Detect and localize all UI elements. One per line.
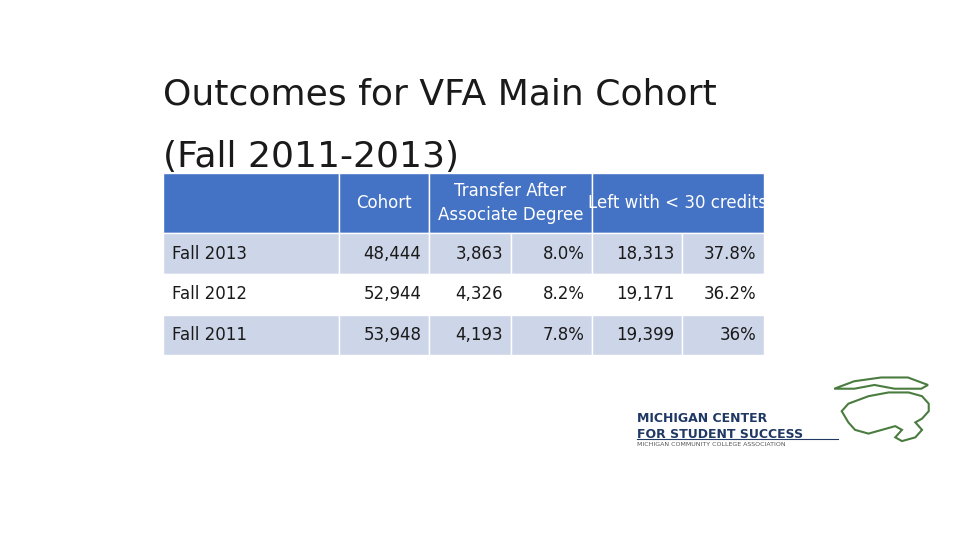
Text: Transfer After
Associate Degree: Transfer After Associate Degree — [438, 183, 584, 224]
Bar — [163, 274, 340, 315]
Bar — [163, 233, 340, 274]
Text: Fall 2013: Fall 2013 — [172, 245, 247, 262]
Text: 19,399: 19,399 — [616, 326, 674, 344]
Bar — [511, 315, 592, 355]
Bar — [511, 274, 592, 315]
Text: 53,948: 53,948 — [363, 326, 421, 344]
Bar — [163, 315, 340, 355]
Text: 19,171: 19,171 — [616, 285, 674, 303]
Text: 7.8%: 7.8% — [543, 326, 585, 344]
Bar — [429, 274, 511, 315]
Text: Left with < 30 credits: Left with < 30 credits — [588, 194, 767, 212]
Text: 52,944: 52,944 — [363, 285, 421, 303]
Text: 48,444: 48,444 — [364, 245, 421, 262]
Bar — [592, 233, 682, 274]
Bar — [592, 315, 682, 355]
Text: Cohort: Cohort — [356, 194, 412, 212]
Text: MICHIGAN CENTER
FOR STUDENT SUCCESS: MICHIGAN CENTER FOR STUDENT SUCCESS — [637, 412, 804, 441]
Bar — [340, 274, 429, 315]
Text: Fall 2012: Fall 2012 — [172, 285, 247, 303]
Text: 4,326: 4,326 — [456, 285, 503, 303]
Text: 8.2%: 8.2% — [543, 285, 585, 303]
Text: 36.2%: 36.2% — [704, 285, 756, 303]
Bar — [592, 274, 682, 315]
Bar — [682, 315, 763, 355]
Text: 18,313: 18,313 — [616, 245, 674, 262]
Bar — [340, 315, 429, 355]
Text: 36%: 36% — [719, 326, 756, 344]
Text: Fall 2011: Fall 2011 — [172, 326, 247, 344]
Text: (Fall 2011-2013): (Fall 2011-2013) — [163, 140, 459, 174]
Text: MICHIGAN COMMUNITY COLLEGE ASSOCIATION: MICHIGAN COMMUNITY COLLEGE ASSOCIATION — [637, 442, 785, 447]
Bar — [682, 233, 763, 274]
Bar — [340, 233, 429, 274]
Text: Outcomes for VFA Main Cohort: Outcomes for VFA Main Cohort — [163, 77, 717, 111]
Text: 4,193: 4,193 — [456, 326, 503, 344]
Bar — [682, 274, 763, 315]
Text: 37.8%: 37.8% — [704, 245, 756, 262]
Text: 3,863: 3,863 — [456, 245, 503, 262]
Text: 8.0%: 8.0% — [543, 245, 585, 262]
Bar — [429, 233, 511, 274]
Bar — [429, 315, 511, 355]
Bar — [511, 233, 592, 274]
